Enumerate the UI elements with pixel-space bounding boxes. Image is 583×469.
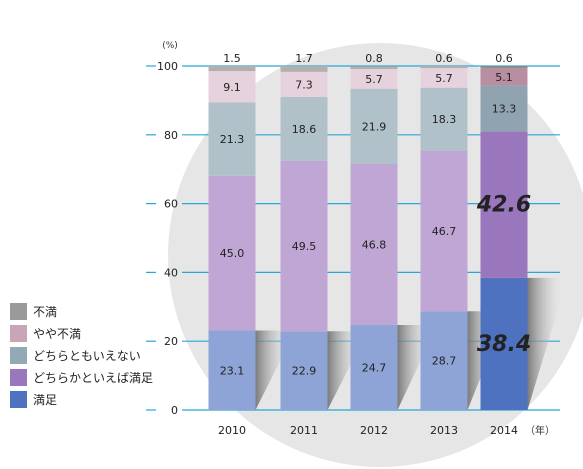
x-tick-label: 2012	[360, 424, 388, 437]
legend-label-satisfied: 満足	[33, 392, 58, 407]
y-tick-label: 20	[164, 335, 178, 348]
legend: 不満 やや不満 どちらともいえない どちらかといえば満足 満足	[10, 300, 190, 410]
x-tick-label: 2011	[290, 424, 318, 437]
bar-segment	[350, 66, 398, 70]
legend-label-somewhat-satisfied: どちらかといえば満足	[33, 370, 154, 385]
y-unit-label: (%)	[162, 41, 178, 51]
bar-data-label: 46.7	[432, 225, 457, 238]
bar-data-label: 5.1	[495, 71, 513, 84]
x-tick-label: 2013	[430, 424, 458, 437]
y-tick-label: 0	[171, 404, 178, 417]
y-tick-label: 60	[164, 198, 178, 211]
bar-data-label: 21.3	[220, 133, 245, 146]
bar-data-label: 23.1	[220, 364, 245, 377]
bar-data-label: 13.3	[492, 102, 517, 115]
bar-data-label: 45.0	[220, 247, 245, 260]
bar-data-label: 0.6	[495, 52, 513, 65]
bar-data-label: 1.7	[295, 52, 313, 65]
bar-data-label: 22.9	[292, 365, 317, 378]
bar-data-label: 18.3	[432, 113, 457, 126]
bar-segment	[480, 66, 528, 69]
bar-segment	[350, 164, 398, 326]
bar-segment	[350, 325, 398, 410]
legend-swatch-somewhat-satisfied	[10, 368, 27, 386]
bar-data-label-highlight: 38.4	[477, 332, 531, 357]
bar-segment	[208, 71, 256, 103]
legend-label-somewhat-dissatisfied: やや不満	[33, 326, 82, 341]
bar-data-label: 7.3	[295, 78, 313, 91]
bar-segment	[208, 102, 256, 176]
bar-segment	[280, 71, 328, 97]
bar-segment	[480, 68, 528, 86]
bar-data-label: 9.1	[223, 81, 241, 94]
legend-swatch-dissatisfied	[10, 302, 27, 320]
bar-data-label: 5.7	[435, 72, 453, 85]
y-tick-label: 80	[164, 129, 178, 142]
legend-item: 満足	[10, 388, 190, 410]
legend-swatch-neutral	[10, 346, 27, 364]
bar-segment	[480, 131, 528, 278]
x-tick-label: 2014	[490, 424, 518, 437]
bar-data-label: 24.7	[362, 362, 387, 375]
legend-swatch-satisfied	[10, 390, 27, 408]
bar-segment	[420, 311, 468, 410]
bar-segment	[420, 87, 468, 151]
bar-data-label: 18.6	[292, 123, 317, 136]
legend-item: どちらかといえば満足	[10, 366, 190, 388]
bar-data-label: 28.7	[432, 355, 457, 368]
legend-item: 不満	[10, 300, 190, 322]
bar-segment	[350, 69, 398, 89]
bar-segment	[280, 96, 328, 161]
legend-label-dissatisfied: 不満	[33, 304, 58, 319]
bar-segment	[420, 150, 468, 312]
bar-segment	[280, 66, 328, 72]
bar-data-label: 46.8	[362, 239, 387, 252]
bar-segment	[280, 160, 328, 332]
legend-item: どちらともいえない	[10, 344, 190, 366]
bar-segment	[480, 277, 528, 410]
bar-data-label: 5.7	[365, 73, 383, 86]
bar-segment	[208, 175, 256, 331]
bar-data-label: 0.6	[435, 52, 453, 65]
legend-item: やや不満	[10, 322, 190, 344]
bar-data-label: 0.8	[365, 52, 383, 65]
bar-segment	[208, 330, 256, 410]
y-tick-label: 100	[157, 60, 178, 73]
legend-swatch-somewhat-dissatisfied	[10, 324, 27, 342]
bar-data-label: 1.5	[223, 52, 241, 65]
bar-segment	[280, 331, 328, 410]
bar-data-label: 49.5	[292, 240, 317, 253]
bar-segment	[420, 68, 468, 88]
bar-segment	[480, 85, 528, 132]
legend-label-neutral: どちらともいえない	[33, 348, 141, 363]
bar-data-label-highlight: 42.6	[476, 193, 531, 218]
x-tick-label: 2010	[218, 424, 246, 437]
x-unit-label: （年）	[525, 424, 555, 437]
bar-segment	[208, 66, 256, 72]
bar-segment	[350, 88, 398, 165]
bar-segment	[420, 66, 468, 69]
bar-shadow	[527, 277, 568, 410]
bar-shadow	[397, 325, 438, 410]
y-tick-label: 40	[164, 266, 178, 279]
bar-data-label: 21.9	[362, 120, 387, 133]
